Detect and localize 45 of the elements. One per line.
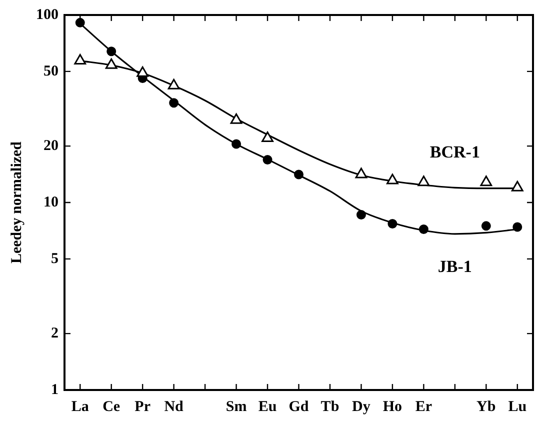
point xyxy=(511,180,524,192)
point xyxy=(230,113,242,124)
point xyxy=(418,176,430,186)
y-tick-label: 50 xyxy=(44,63,58,80)
y-tick-label: 20 xyxy=(44,138,58,154)
point xyxy=(262,155,272,165)
point xyxy=(74,54,86,65)
point xyxy=(480,176,492,186)
series-label: BCR-1 xyxy=(430,142,480,162)
y-tick-label: 10 xyxy=(44,194,58,210)
x-tick-label: Sm xyxy=(226,398,248,415)
point xyxy=(294,170,304,180)
point xyxy=(136,66,149,77)
x-tick-label: Ce xyxy=(102,398,120,415)
y-axis-title: Leedey normalized xyxy=(8,140,25,264)
point xyxy=(355,168,368,178)
point xyxy=(106,46,116,56)
x-tick-label: La xyxy=(71,398,90,415)
point xyxy=(356,210,366,220)
series-label: JB-1 xyxy=(438,257,472,276)
x-tick-label: Yb xyxy=(476,398,496,415)
x-tick-label: Tb xyxy=(320,398,340,415)
point xyxy=(386,174,398,184)
point xyxy=(105,58,118,69)
x-tick-label: Dy xyxy=(352,398,371,415)
point xyxy=(232,139,242,149)
x-tick-label: Pr xyxy=(134,398,151,415)
y-tick-label: 2 xyxy=(51,325,58,342)
point xyxy=(388,219,398,229)
x-tick-label: Eu xyxy=(258,398,277,415)
point xyxy=(168,78,180,90)
x-tick-label: Nd xyxy=(164,398,184,415)
point xyxy=(169,98,179,108)
point xyxy=(262,132,274,142)
point xyxy=(418,224,428,234)
y-tick-label: 5 xyxy=(51,250,58,267)
point xyxy=(481,221,491,231)
point xyxy=(75,18,85,28)
x-tick-label: Ho xyxy=(382,398,402,415)
x-tick-label: Gd xyxy=(288,398,310,415)
point xyxy=(512,222,522,232)
x-tick-label: Er xyxy=(415,398,432,415)
y-tick-label: 100 xyxy=(36,6,58,23)
x-tick-label: Lu xyxy=(508,398,527,415)
y-tick-label: 1 xyxy=(51,382,58,398)
